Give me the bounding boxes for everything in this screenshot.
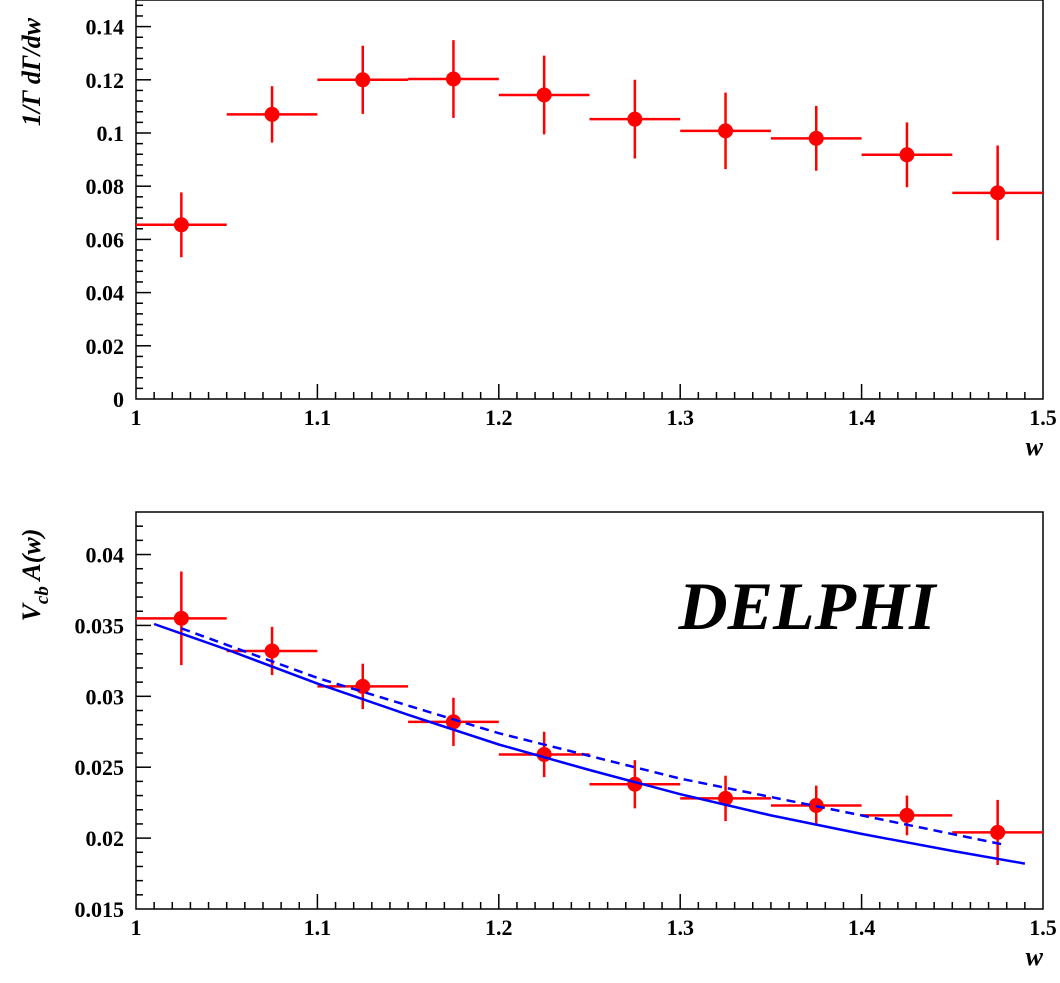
data-point [355, 72, 371, 88]
y-tick-label: 0.06 [86, 227, 125, 252]
x-tick-label: 1.3 [666, 405, 694, 430]
x-axis-title: w [1026, 942, 1044, 971]
y-tick-label: 0.03 [86, 684, 125, 709]
y-axis-title: Vcb A(w) [17, 529, 53, 622]
y-tick-label: 0 [113, 387, 124, 412]
x-tick-label: 1.2 [485, 405, 513, 430]
fit-curve-solid [153, 622, 1026, 865]
y-tick-label: 0.04 [86, 543, 125, 568]
bottom-chart-panel: 1 1.1 1.2 1.3 1.4 1.5 0.015 0.02 0.025 0.03 0.035 0… [17, 511, 1057, 971]
data-point [536, 87, 552, 103]
data-point [990, 185, 1006, 201]
data-point [173, 217, 189, 233]
y-tick-label: 0.015 [75, 897, 125, 922]
data-point [355, 678, 371, 694]
y-axis-title: 1/Γ dΓ/dw [17, 17, 46, 126]
x-tick-label: 1.5 [1029, 405, 1057, 430]
x-tick-label: 1.3 [666, 915, 694, 940]
x-tick-label: 1.5 [1029, 915, 1057, 940]
y-tick-label: 0.02 [86, 334, 125, 359]
y-tick-label: 0.14 [86, 15, 125, 40]
data-point [990, 824, 1006, 840]
data-point [264, 643, 280, 659]
x-tick-label: 1.4 [848, 915, 876, 940]
data-point [264, 106, 280, 122]
top-chart-panel: 1 1.1 1.2 1.3 1.4 1.5 0 0.02 0.04 0.06 0.08 0.1 0.12… [17, 0, 1057, 461]
x-tick-label: 1 [131, 915, 142, 940]
data-point [718, 790, 734, 806]
data-point [173, 610, 189, 626]
delphi-label: DELPHI [678, 568, 938, 644]
plot-frame [135, 0, 1044, 400]
x-tick-label: 1.1 [304, 915, 332, 940]
data-point [899, 807, 915, 823]
data-point [627, 111, 643, 127]
y-tick-label: 0.1 [97, 121, 125, 146]
x-tick-label: 1.1 [304, 405, 332, 430]
x-tick-label: 1.4 [848, 405, 876, 430]
x-axis-title: w [1026, 432, 1044, 461]
data-point [808, 130, 824, 146]
data-point [899, 147, 915, 163]
data-point [445, 71, 461, 87]
y-tick-label: 0.12 [86, 68, 125, 93]
y-tick-label: 0.02 [86, 826, 125, 851]
data-point [718, 123, 734, 139]
y-tick-label: 0.04 [86, 281, 125, 306]
y-tick-label: 0.025 [75, 755, 125, 780]
y-tick-label: 0.08 [86, 174, 125, 199]
x-tick-label: 1 [131, 405, 142, 430]
fit-curve-dashed [180, 627, 1007, 847]
y-tick-label: 0.035 [75, 613, 125, 638]
x-tick-label: 1.2 [485, 915, 513, 940]
data-point [445, 714, 461, 730]
